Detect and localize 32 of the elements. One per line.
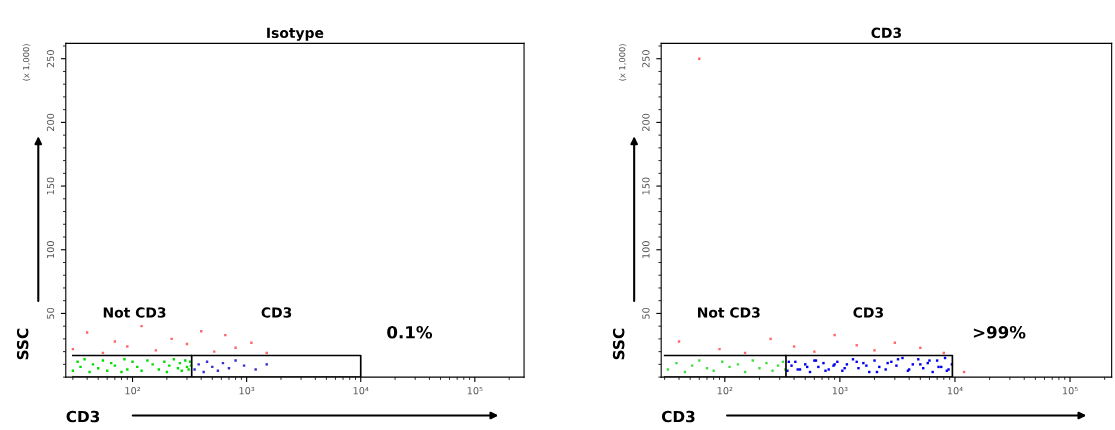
y-tick-label: 100 [642, 241, 650, 258]
text: (x 1,000) [618, 44, 627, 81]
y-tick-label: 50 [46, 307, 55, 319]
annotation: 0.1% [387, 325, 433, 339]
annotation: CD3 [853, 307, 883, 318]
annotation: CD3 [261, 307, 292, 318]
annotation: Not CD3 [103, 307, 166, 318]
x-tick-label: 10⁵ [1062, 387, 1078, 395]
annotation: >99% [973, 325, 1026, 339]
chart-title: CD3 [871, 27, 902, 39]
x-tick-label: 10⁴ [353, 387, 369, 395]
y-axis-title: SSC [16, 328, 29, 360]
x-tick-label: 10² [717, 387, 733, 395]
x-tick-label: 10⁴ [947, 387, 963, 395]
x-tick-label: 10³ [832, 387, 848, 395]
y-axis-title: SSC [612, 328, 625, 360]
text: (x 1,000) [22, 44, 31, 81]
x-tick-label: 10³ [239, 387, 255, 395]
y-tick-label: 100 [46, 241, 55, 258]
y-tick-label: 250 [46, 50, 55, 68]
annotation: Not CD3 [698, 307, 760, 318]
chart-title: Isotype [267, 27, 324, 41]
y-tick-label: 250 [642, 50, 650, 68]
y-tick-label: 150 [642, 177, 650, 195]
y-tick-label: 200 [46, 113, 55, 131]
x-axis-title: CD3 [66, 410, 100, 423]
y-tick-label: 50 [642, 307, 650, 319]
x-axis-title: CD3 [661, 410, 695, 423]
x-tick-label: 10² [125, 387, 141, 395]
x-tick-label: 10⁵ [467, 387, 483, 395]
y-tick-label: 200 [642, 113, 650, 131]
y-tick-label: 150 [46, 177, 55, 195]
